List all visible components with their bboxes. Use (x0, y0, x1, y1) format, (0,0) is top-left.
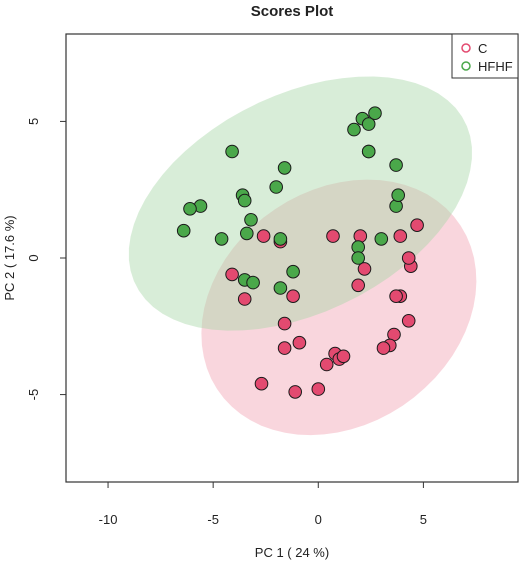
x-tick-label: 5 (420, 512, 427, 527)
data-point-hfhf (269, 180, 284, 194)
y-tick-label: 5 (26, 118, 41, 125)
data-point-hfhf (361, 117, 376, 131)
y-axis-label: PC 2 ( 17.6 %) (2, 215, 17, 300)
data-point-c (277, 316, 292, 331)
data-point-c (319, 357, 334, 372)
data-point-hfhf (347, 122, 361, 137)
x-tick-label: -5 (207, 512, 219, 527)
x-axis-label: PC 1 ( 24 %) (255, 545, 329, 560)
data-point-c (277, 341, 292, 355)
x-tick-label: -10 (99, 512, 118, 527)
data-point-c (286, 289, 300, 304)
legend: C HFHF (451, 33, 519, 79)
data-point-c (376, 341, 391, 355)
data-point-c (389, 289, 403, 304)
data-point-hfhf (389, 158, 403, 172)
legend-label-c: C (478, 41, 487, 56)
data-point-hfhf (277, 161, 292, 175)
confidence-ellipses (128, 76, 477, 436)
chart-title: Scores Plot (251, 3, 334, 20)
data-point-c (351, 278, 366, 293)
data-point-hfhf (361, 144, 376, 159)
data-point-hfhf (273, 232, 288, 246)
data-point-hfhf (368, 106, 382, 120)
data-point-hfhf (389, 199, 403, 213)
confidence-ellipse-c (201, 179, 477, 436)
data-point-hfhf (374, 232, 389, 246)
data-point-hfhf (391, 188, 406, 202)
data-point-hfhf (183, 202, 197, 216)
x-tick-label: 0 (315, 512, 322, 527)
data-point-hfhf (246, 275, 260, 290)
data-point-hfhf (286, 264, 300, 279)
data-point-c (357, 262, 372, 276)
data-point-c (353, 229, 368, 243)
legend-marker-hfhf (461, 61, 471, 71)
data-point-c (237, 292, 252, 306)
legend-box (451, 33, 519, 79)
data-point-c (401, 314, 416, 328)
y-tick-label: -5 (26, 389, 41, 401)
data-point-c (292, 335, 307, 350)
data-point-c (326, 229, 340, 243)
confidence-ellipse-hfhf (128, 76, 472, 331)
y-tick-label: 0 (26, 254, 41, 261)
data-point-c (410, 218, 424, 232)
data-point-hfhf (351, 251, 366, 265)
data-point-c (288, 385, 303, 399)
data-point-hfhf (237, 193, 252, 208)
data-points (176, 106, 424, 399)
data-point-c (393, 229, 408, 243)
data-point-c (256, 229, 271, 243)
data-point-c (401, 251, 416, 265)
data-point-hfhf (176, 223, 191, 238)
data-point-c (336, 349, 351, 364)
data-point-c (254, 376, 269, 391)
data-point-hfhf (214, 232, 229, 246)
legend-label-hfhf: HFHF (478, 59, 513, 74)
data-point-c (225, 267, 239, 282)
axes: -10 -5 0 5 -5 0 5 (26, 118, 427, 527)
data-point-c (311, 382, 326, 396)
data-point-hfhf (273, 281, 288, 295)
data-point-hfhf (240, 226, 254, 241)
data-point-hfhf (244, 213, 258, 227)
data-point-hfhf (225, 144, 239, 159)
legend-marker-c (461, 43, 471, 53)
